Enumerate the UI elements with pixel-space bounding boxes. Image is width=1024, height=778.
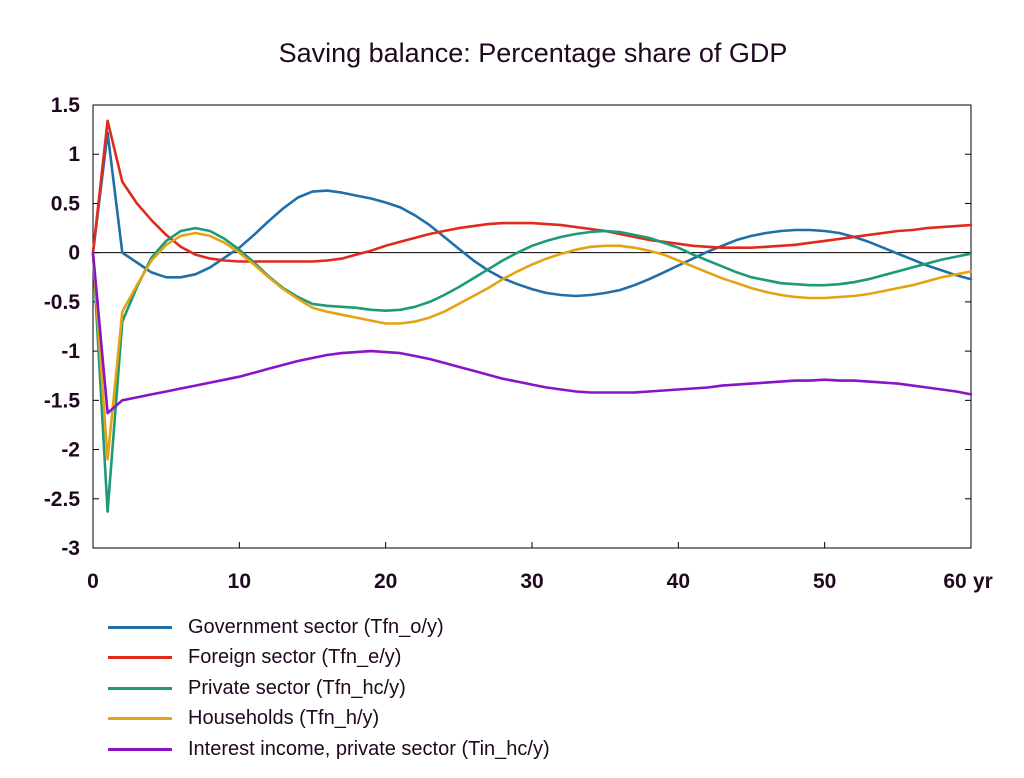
series-line-4 — [91, 251, 973, 415]
legend-item: Households (Tfn_h/y) — [108, 704, 550, 735]
plot-area-frame — [92, 104, 972, 549]
legend-swatch — [108, 717, 172, 721]
legend-item: Foreign sector (Tfn_e/y) — [108, 643, 550, 674]
y-tick-label: -2.5 — [44, 488, 81, 511]
legend: Government sector (Tfn_o/y) Foreign secto… — [108, 612, 550, 765]
y-tick-label: -1.5 — [44, 389, 81, 412]
legend-label: Foreign sector (Tfn_e/y) — [188, 646, 402, 669]
series-lines — [91, 119, 973, 513]
x-tick-label: 50 — [813, 570, 836, 593]
series-line-2 — [91, 226, 973, 513]
legend-swatch — [108, 686, 172, 690]
x-axis: 0 10 20 30 40 50 60 yr — [87, 542, 993, 593]
series-line-1 — [91, 119, 973, 263]
y-axis: 1.5 1 0.5 0 -0.5 -1 -1.5 -2 -2.5 -3 — [44, 94, 971, 560]
x-tick-label: 60 — [943, 570, 966, 593]
legend-label: Interest income, private sector (Tin_hc/… — [188, 737, 550, 760]
legend-item: Government sector (Tfn_o/y) — [108, 612, 550, 643]
legend-item: Private sector (Tfn_hc/y) — [108, 673, 550, 704]
y-tick-label: 0.5 — [51, 192, 81, 215]
y-tick-label: -3 — [61, 537, 80, 560]
legend-swatch — [108, 656, 172, 660]
y-tick-label: -0.5 — [44, 291, 81, 314]
legend-label: Government sector (Tfn_o/y) — [188, 615, 444, 638]
y-tick-label: 0 — [68, 242, 80, 265]
y-tick-label: -1 — [61, 340, 80, 363]
x-tick-label: 10 — [228, 570, 251, 593]
y-tick-label: 1 — [68, 143, 80, 166]
x-axis-unit: yr — [973, 570, 993, 593]
legend-label: Private sector (Tfn_hc/y) — [188, 676, 406, 699]
x-tick-label: 30 — [520, 570, 543, 593]
series-line-3 — [91, 231, 973, 461]
y-tick-label: 1.5 — [51, 94, 81, 117]
x-tick-label: 20 — [374, 570, 397, 593]
y-tick-label: -2 — [61, 439, 80, 462]
chart-title: Saving balance: Percentage share of GDP — [279, 38, 788, 68]
series-line-0 — [91, 131, 973, 298]
legend-label: Households (Tfn_h/y) — [188, 707, 380, 730]
legend-swatch — [108, 747, 172, 751]
x-tick-label: 40 — [667, 570, 690, 593]
legend-item: Interest income, private sector (Tin_hc/… — [108, 734, 550, 765]
legend-swatch — [108, 625, 172, 629]
x-tick-label: 0 — [87, 570, 99, 593]
